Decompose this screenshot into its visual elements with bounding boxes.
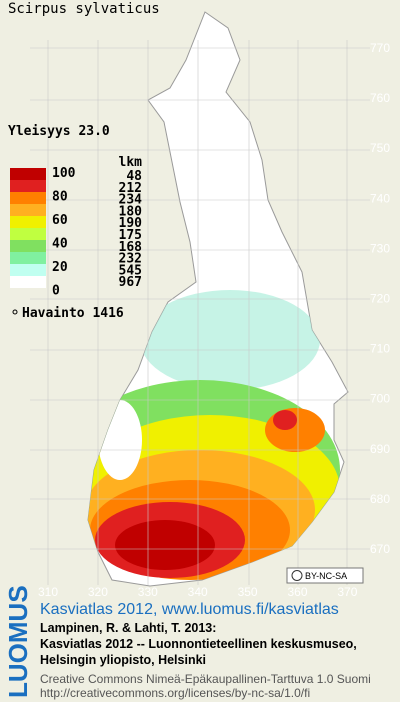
count-label: 190 <box>119 216 143 231</box>
y-label: 750 <box>370 141 390 155</box>
x-label: 350 <box>238 585 258 599</box>
license-badge: BY-NC-SA <box>286 567 364 584</box>
map <box>30 11 370 587</box>
frequency: Yleisyys 23.0 <box>8 124 110 139</box>
license-text: Creative Commons Nimeä-Epäkaupallinen-Ta… <box>40 672 371 686</box>
citation: Lampinen, R. & Lahti, T. 2013: <box>40 621 216 635</box>
y-label: 770 <box>370 41 390 55</box>
x-label: 370 <box>337 585 357 599</box>
count-label: 168 <box>119 240 143 255</box>
y-label: 700 <box>370 392 390 406</box>
y-label: 680 <box>370 492 390 506</box>
badge-text: BY-NC-SA <box>305 571 347 581</box>
scale-label: 40 <box>52 237 68 252</box>
count-label: 48 <box>126 169 142 184</box>
y-label: 740 <box>370 191 390 205</box>
count-label: 232 <box>119 252 142 267</box>
count-header: lkm <box>119 155 143 170</box>
y-label: 720 <box>370 292 390 306</box>
x-label: 310 <box>38 585 58 599</box>
y-label: 710 <box>370 342 390 356</box>
count-label: 180 <box>119 204 143 219</box>
license-url[interactable]: http://creativecommons.org/licenses/by-n… <box>40 686 310 700</box>
scale-label: 80 <box>52 190 68 205</box>
grid-lines <box>30 40 370 585</box>
scale-label: 20 <box>52 260 68 275</box>
count-label: 175 <box>119 228 142 243</box>
x-label: 340 <box>188 585 208 599</box>
count-label: 967 <box>119 275 142 290</box>
footer-link[interactable]: Kasviatlas 2012, www.luomus.fi/kasviatla… <box>40 601 339 618</box>
y-label: 730 <box>370 241 390 255</box>
y-label: 760 <box>370 91 390 105</box>
citation: Helsingin yliopisto, Helsinki <box>40 653 206 667</box>
scale-label: 60 <box>52 213 68 228</box>
citation: Kasviatlas 2012 -- Luonnontieteellinen k… <box>40 637 357 651</box>
brand: LUOMUS <box>3 585 33 698</box>
count-label: 212 <box>119 181 142 196</box>
scale-label: 0 <box>52 284 60 299</box>
count-label: 234 <box>119 193 143 208</box>
x-label: 360 <box>287 585 307 599</box>
count-label: 545 <box>119 263 142 278</box>
y-label: 670 <box>370 542 390 556</box>
legend: 100 80 60 40 20 0 lkm 48212234180190175168232… <box>10 155 142 321</box>
observations: Havainto 1416 <box>22 306 124 321</box>
x-label: 320 <box>88 585 108 599</box>
y-label: 690 <box>370 442 390 456</box>
x-label: 330 <box>138 585 158 599</box>
scale-label: 100 <box>52 166 76 181</box>
species-title: Scirpus sylvaticus <box>8 1 160 17</box>
distribution <box>88 290 340 580</box>
